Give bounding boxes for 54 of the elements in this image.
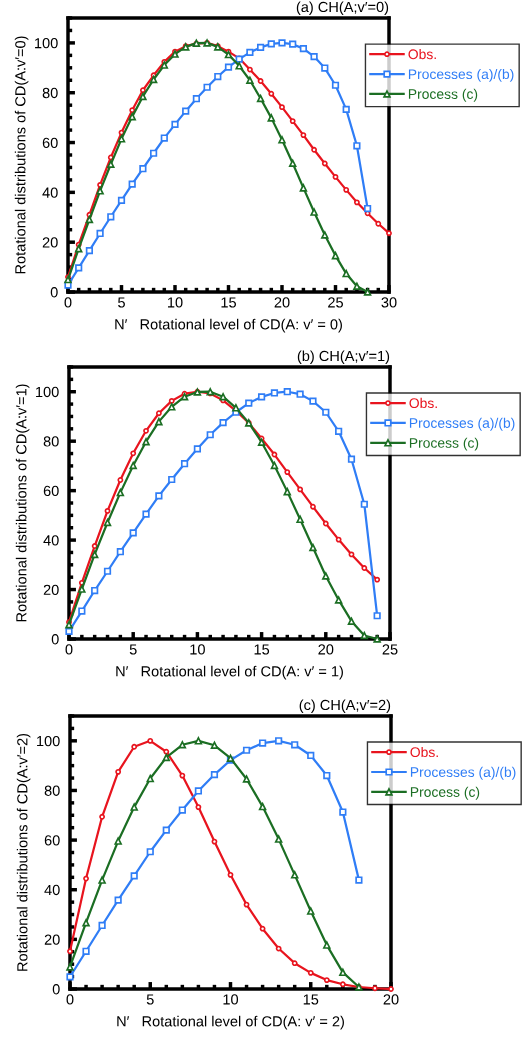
x-axis-title: N′ Rotational level of CD(A: v′ = 2)	[117, 1015, 344, 1030]
x-tick-label: 0	[66, 994, 74, 1005]
y-tick-label: 100	[36, 386, 59, 398]
y-tick-label: 0	[51, 634, 59, 645]
y-axis-title: Rotational distributions of CD(A:v′=2)	[16, 733, 31, 971]
legend-label: Obs.	[408, 48, 436, 60]
chart-title: (b) CH(A;v′=1)	[297, 350, 390, 364]
x-tick-label: 10	[190, 644, 205, 655]
y-tick-label: 40	[43, 535, 59, 546]
y-tick-label: 20	[44, 934, 60, 945]
legend-label: Process (c)	[408, 88, 478, 102]
x-tick-label: 15	[221, 297, 236, 308]
y-tick-label: 60	[43, 485, 59, 497]
x-tick-label: 20	[274, 297, 290, 308]
x-tick-label: 10	[168, 297, 183, 308]
x-tick-label: 15	[303, 994, 319, 1005]
y-tick-label: 0	[52, 984, 60, 995]
y-tick-label: 60	[44, 835, 60, 846]
y-tick-label: 20	[43, 584, 59, 595]
chart-title: (c) CH(A;v′=2)	[299, 699, 391, 713]
y-tick-label: 40	[44, 884, 60, 896]
x-tick-label: 5	[146, 994, 154, 1005]
x-axis-title: N′ Rotational level of CD(A: v′ = 1)	[116, 665, 343, 680]
x-tick-label: 5	[129, 644, 137, 655]
x-tick-label: 20	[383, 994, 399, 1005]
legend-label: Processes (a)/(b)	[410, 766, 516, 780]
y-axis-title: Rotational distributions of CD(A:v′=0)	[14, 36, 29, 274]
legend-label: Process (c)	[409, 437, 479, 451]
y-tick-label: 0	[50, 287, 58, 298]
y-tick-label: 80	[42, 87, 58, 99]
legend-label: Processes (a)/(b)	[409, 417, 515, 431]
x-tick-label: 25	[382, 644, 398, 655]
x-tick-label: 30	[381, 297, 397, 308]
x-tick-label: 20	[318, 644, 334, 655]
x-tick-label: 25	[328, 297, 343, 308]
y-tick-label: 60	[42, 137, 58, 148]
x-axis-title: N′ Rotational level of CD(A: v′ = 0)	[115, 318, 342, 333]
x-tick-label: 15	[254, 644, 270, 655]
y-tick-label: 20	[42, 237, 58, 248]
y-tick-label: 100	[37, 735, 60, 747]
legend-label: Process (c)	[410, 786, 480, 800]
y-tick-label: 80	[44, 785, 60, 796]
x-tick-label: 0	[65, 644, 73, 655]
chart-title: (a) CH(A;v′=0)	[296, 1, 389, 15]
y-axis-title: Rotational distributions of CD(A:v′=1)	[15, 384, 30, 622]
x-tick-label: 5	[118, 297, 125, 308]
x-tick-label: 0	[64, 297, 72, 308]
y-tick-label: 100	[35, 38, 58, 49]
y-tick-label: 80	[43, 436, 59, 447]
legend-label: Processes (a)/(b)	[408, 68, 514, 82]
legend-label: Obs.	[409, 397, 437, 409]
legend-label: Obs.	[410, 746, 438, 758]
x-tick-label: 10	[223, 994, 239, 1005]
y-tick-label: 40	[42, 187, 58, 198]
